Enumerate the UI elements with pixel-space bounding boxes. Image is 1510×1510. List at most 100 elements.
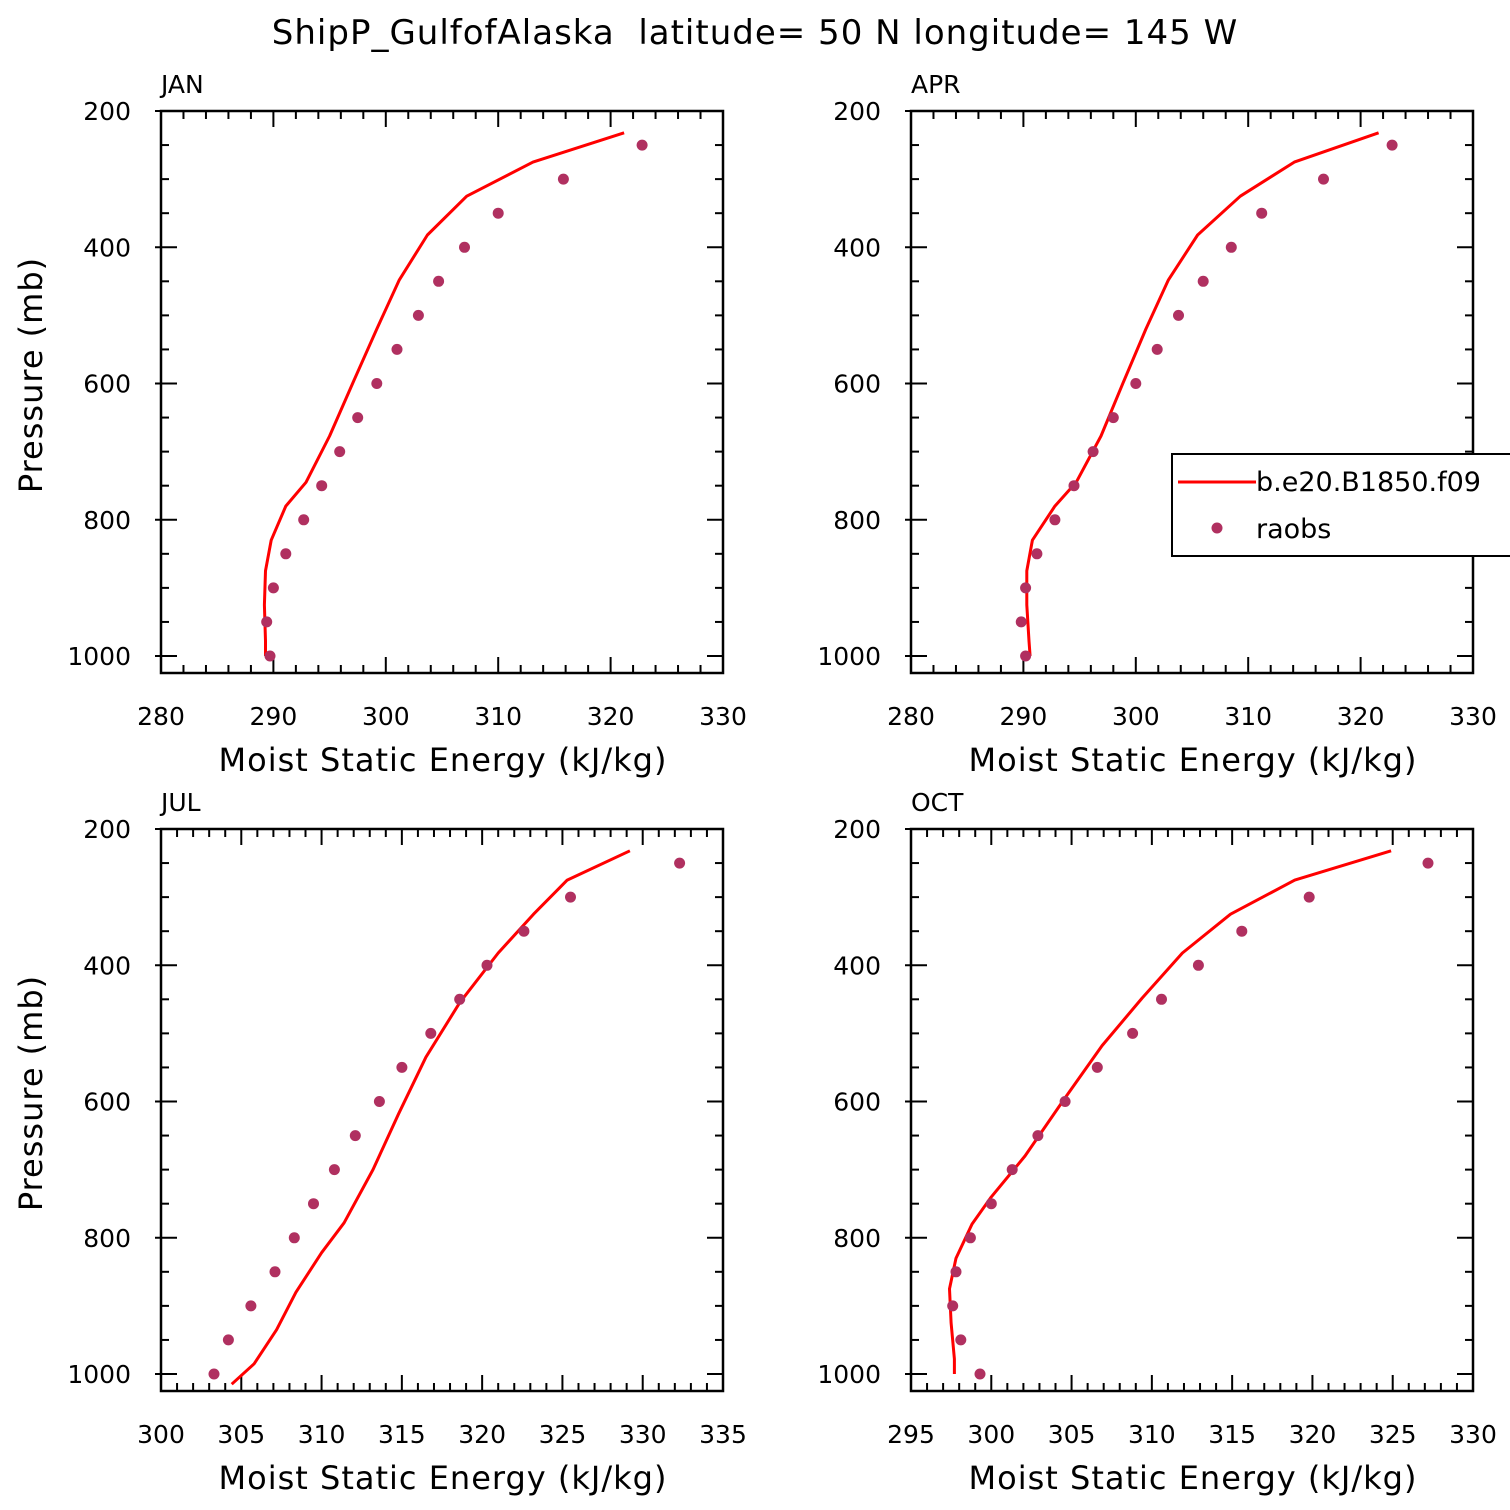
jul-x-tick-label: 315 xyxy=(378,1420,426,1449)
apr-y-tick-label: 800 xyxy=(833,506,881,535)
apr-raobs-point xyxy=(1049,514,1061,526)
jan-y-tick-label: 200 xyxy=(83,97,131,126)
legend-raobs-swatch xyxy=(1211,522,1223,534)
panel-jan: 280 290 300 310 320 330 200 400 600 800 1000 JAN Moi… xyxy=(12,70,747,779)
oct-raobs-point xyxy=(1422,857,1434,869)
jul-raobs-point xyxy=(396,1061,408,1073)
jul-y-tick-label: 1000 xyxy=(67,1360,131,1389)
apr-x-tick-label: 290 xyxy=(1000,702,1048,731)
apr-raobs-point xyxy=(1107,412,1119,424)
oct-raobs-point xyxy=(1192,959,1204,971)
oct-x-tick-label: 330 xyxy=(1449,1420,1497,1449)
jul-plot-frame xyxy=(159,827,725,1393)
apr-model-line xyxy=(1025,131,1380,657)
oct-raobs-point xyxy=(1091,1061,1103,1073)
jul-raobs-point xyxy=(222,1334,234,1346)
jan-raobs-point xyxy=(280,548,292,560)
jan-y-tick-label: 400 xyxy=(83,233,131,262)
apr-raobs-point xyxy=(1087,446,1099,458)
jan-raobs-point xyxy=(316,480,328,492)
oct-raobs-point xyxy=(1059,1096,1071,1107)
oct-raobs-point xyxy=(950,1266,962,1278)
jan-raobs-point xyxy=(636,139,648,151)
jul-panel-title: JUL xyxy=(159,788,201,817)
jul-raobs-point xyxy=(454,993,466,1005)
legend-box xyxy=(1171,453,1510,557)
jul-y-tick-label: 800 xyxy=(83,1224,131,1253)
jan-x-axis-label: Moist Static Energy (kJ/kg) xyxy=(219,741,668,779)
oct-y-tick-label: 200 xyxy=(833,815,881,844)
jul-y-tick-label: 600 xyxy=(83,1088,131,1117)
jan-x-tick-label: 330 xyxy=(699,702,747,731)
apr-panel-title: APR xyxy=(911,70,961,99)
oct-raobs-point xyxy=(1236,925,1248,937)
jul-x-tick-label: 300 xyxy=(137,1420,185,1449)
jan-raobs-point xyxy=(352,412,364,424)
oct-y-tick-label: 1000 xyxy=(817,1360,881,1389)
jul-x-tick-label: 325 xyxy=(539,1420,587,1449)
jul-x-tick-label: 320 xyxy=(458,1420,506,1449)
jul-raobs-point xyxy=(565,891,576,903)
panel-jul: 300 305 310 315 320 325 330 335 200 400 600 800 1000… xyxy=(12,788,747,1497)
oct-plot-frame xyxy=(909,827,1475,1393)
apr-raobs-point xyxy=(1015,616,1027,628)
oct-x-tick-label: 310 xyxy=(1128,1420,1176,1449)
oct-model-line xyxy=(948,849,1392,1374)
apr-x-axis-label: Moist Static Energy (kJ/kg) xyxy=(969,741,1418,779)
jul-raobs-point xyxy=(373,1096,385,1107)
apr-x-tick-label: 330 xyxy=(1449,702,1497,731)
oct-raobs-point xyxy=(947,1300,959,1312)
jan-raobs-point xyxy=(267,582,279,594)
apr-raobs-point xyxy=(1130,378,1142,389)
jul-raobs-point xyxy=(245,1300,257,1312)
oct-x-tick-label: 300 xyxy=(967,1420,1015,1449)
jul-raobs-point xyxy=(208,1368,220,1380)
oct-y-tick-label: 400 xyxy=(833,951,881,980)
apr-raobs-point xyxy=(1031,548,1043,560)
jan-raobs-point xyxy=(459,241,470,253)
jul-raobs-point xyxy=(481,959,493,971)
oct-raobs-point xyxy=(1127,1027,1139,1039)
apr-y-tick-label: 200 xyxy=(833,97,881,126)
jul-x-tick-label: 330 xyxy=(619,1420,667,1449)
jan-x-tick-label: 320 xyxy=(587,702,635,731)
jul-x-axis-label: Moist Static Energy (kJ/kg) xyxy=(219,1459,668,1497)
legend-raobs-label: raobs xyxy=(1256,514,1331,545)
panel-oct: 295 300 305 310 315 320 325 330 200 400 600 800 1000… xyxy=(817,788,1496,1497)
jul-x-tick-label: 310 xyxy=(298,1420,346,1449)
jul-y-tick-label: 200 xyxy=(83,815,131,844)
oct-x-tick-label: 305 xyxy=(1048,1420,1096,1449)
oct-raobs-point xyxy=(1006,1164,1018,1176)
jan-raobs-point xyxy=(264,650,276,662)
oct-raobs-point xyxy=(1303,891,1315,903)
apr-x-tick-label: 280 xyxy=(887,702,935,731)
apr-raobs-point xyxy=(1386,139,1398,151)
jul-raobs-point xyxy=(269,1266,281,1278)
oct-raobs-point xyxy=(1156,993,1167,1005)
jan-plot-frame xyxy=(159,109,725,675)
jan-x-tick-label: 300 xyxy=(362,702,410,731)
apr-x-tick-label: 310 xyxy=(1224,702,1272,731)
jan-y-axis-label: Pressure (mb) xyxy=(12,257,50,493)
jul-raobs-point xyxy=(308,1198,319,1210)
jan-x-tick-label: 280 xyxy=(137,702,185,731)
jul-x-tick-label: 305 xyxy=(217,1420,265,1449)
oct-panel-title: OCT xyxy=(911,788,964,817)
apr-plot-frame xyxy=(909,109,1475,675)
apr-y-tick-label: 400 xyxy=(833,233,881,262)
jan-raobs-point xyxy=(298,514,310,526)
oct-raobs-point xyxy=(974,1368,986,1380)
legend-model-label: b.e20.B1850.f09 xyxy=(1256,467,1481,498)
oct-raobs-point xyxy=(985,1198,997,1210)
oct-x-tick-label: 295 xyxy=(887,1420,935,1449)
apr-raobs-point xyxy=(1256,207,1268,219)
jan-raobs-point xyxy=(391,343,403,355)
jan-y-tick-label: 1000 xyxy=(67,642,131,671)
apr-raobs-point xyxy=(1020,650,1032,662)
oct-x-tick-label: 315 xyxy=(1208,1420,1256,1449)
apr-raobs-point xyxy=(1151,343,1163,355)
oct-y-tick-label: 800 xyxy=(833,1224,881,1253)
jul-x-tick-label: 335 xyxy=(699,1420,747,1449)
jan-raobs-point xyxy=(492,207,504,219)
